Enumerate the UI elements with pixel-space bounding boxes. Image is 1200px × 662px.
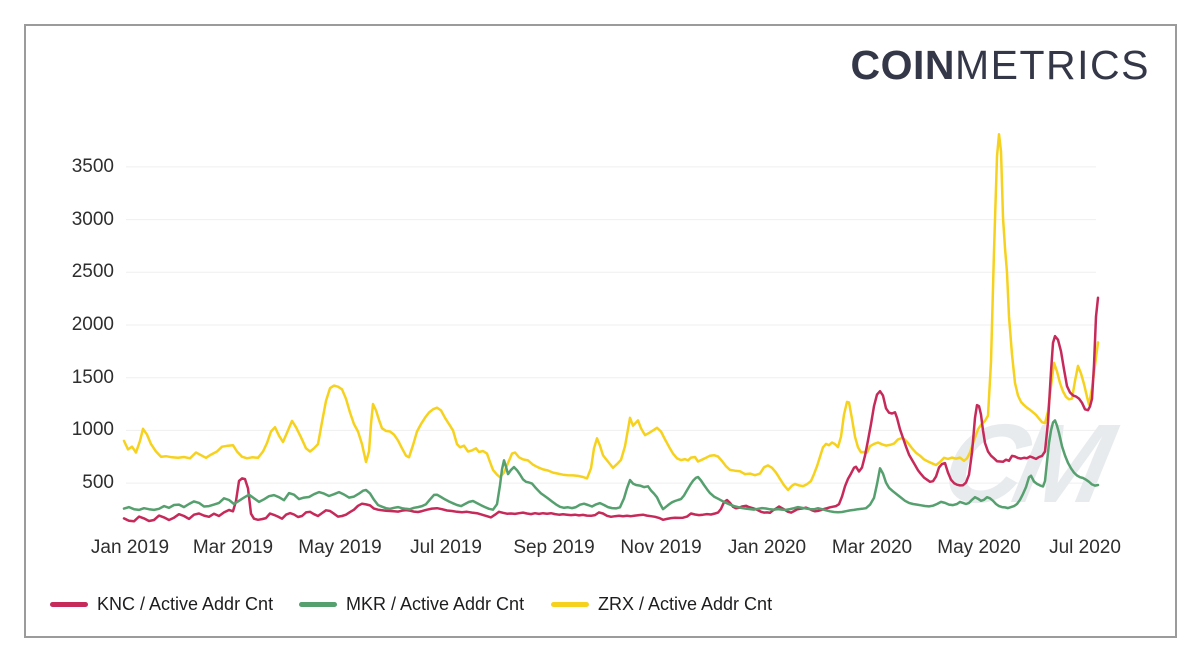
x-tick-label: Mar 2020 xyxy=(831,537,913,558)
y-tick-label: 2500 xyxy=(71,261,114,283)
y-tick-label: 3500 xyxy=(71,155,114,177)
legend-item-mkr[interactable]: MKR / Active Addr Cnt xyxy=(299,593,524,615)
logo-metrics: METRICS xyxy=(955,42,1150,88)
y-tick-label: 1500 xyxy=(71,366,114,388)
x-tick-label: Sep 2019 xyxy=(513,537,595,558)
x-tick-label: Nov 2019 xyxy=(620,537,702,558)
y-tick-label: 500 xyxy=(82,472,114,494)
x-tick-label: Jul 2020 xyxy=(1049,537,1121,558)
x-tick-label: Jan 2019 xyxy=(90,537,170,558)
mkr-line xyxy=(122,419,1100,514)
mkr-swatch-icon xyxy=(299,601,337,607)
x-tick-label: May 2020 xyxy=(937,537,1021,558)
legend-label: MKR / Active Addr Cnt xyxy=(346,594,525,614)
chart-card xyxy=(24,24,1177,638)
legend-item-knc[interactable]: KNC / Active Addr Cnt xyxy=(50,593,273,615)
legend-label: ZRX / Active Addr Cnt xyxy=(598,594,773,614)
gridlines xyxy=(126,166,1096,484)
legend-label: KNC / Active Addr Cnt xyxy=(97,594,274,614)
y-tick-label: 2000 xyxy=(71,314,114,335)
logo-coin: COIN xyxy=(850,42,955,88)
zrx-swatch-icon xyxy=(551,601,589,607)
knc-line xyxy=(122,296,1100,523)
y-tick-label: 3000 xyxy=(71,208,114,230)
coinmetrics-logo: COINMETRICS xyxy=(851,42,1151,88)
x-tick-label: Jan 2020 xyxy=(727,537,807,558)
y-tick-label: 1000 xyxy=(71,419,114,441)
x-tick-label: Jul 2019 xyxy=(410,537,482,558)
x-tick-label: May 2019 xyxy=(298,537,382,558)
x-tick-label: Mar 2019 xyxy=(192,537,274,558)
legend-item-zrx[interactable]: ZRX / Active Addr Cnt xyxy=(551,593,772,615)
cm-watermark: CM xyxy=(933,400,1126,526)
knc-swatch-icon xyxy=(50,601,88,607)
